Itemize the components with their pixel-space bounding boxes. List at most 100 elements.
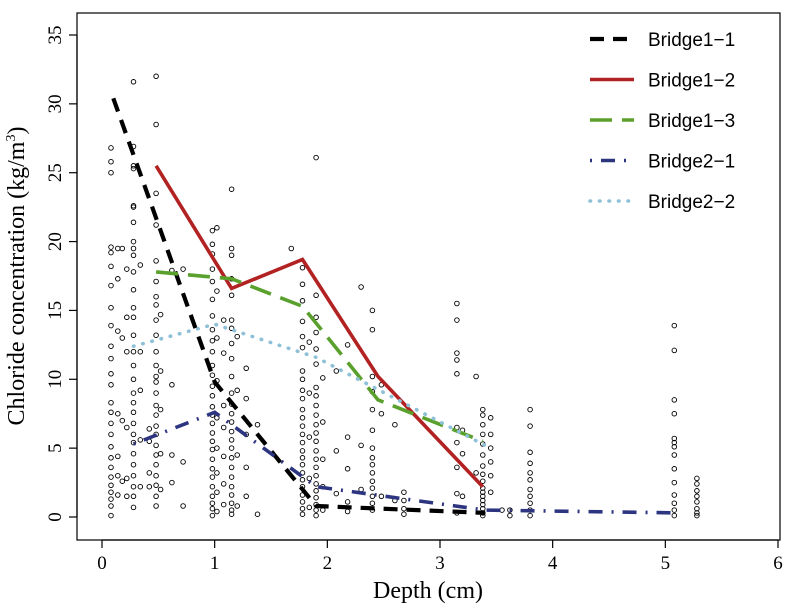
- scatter-point-133: [209, 404, 216, 410]
- scatter-point-68: [130, 203, 137, 209]
- y-tick-label-7: 35: [45, 26, 66, 45]
- scatter-point-355: [671, 435, 678, 442]
- y-axis-title-main: Chloride concentration (kg/m: [4, 141, 30, 425]
- scatter-point-25: [108, 145, 114, 151]
- scatter-point-210: [299, 448, 306, 454]
- scatter-point-27: [115, 472, 121, 479]
- scatter-point-331: [487, 415, 494, 421]
- scatter-point-292: [401, 497, 407, 504]
- scatter-point-109: [157, 450, 164, 457]
- scatter-point-4: [108, 482, 114, 489]
- scatter-point-261: [333, 368, 340, 374]
- scatter-point-246: [313, 393, 319, 399]
- scatter-point-323: [480, 421, 486, 428]
- scatter-point-23: [108, 169, 114, 176]
- scatter-point-40: [124, 348, 130, 355]
- scatter-point-63: [130, 252, 137, 259]
- scatter-point-221: [299, 333, 306, 340]
- scatter-point-124: [209, 483, 216, 490]
- scatter-point-91: [153, 412, 159, 418]
- scatter-point-156: [214, 225, 220, 231]
- scatter-point-290: [401, 511, 407, 517]
- scatter-point-54: [130, 390, 137, 396]
- scatter-point-184: [228, 292, 235, 299]
- scatter-point-213: [299, 423, 306, 429]
- scatter-point-238: [313, 464, 319, 471]
- legend-label-4: Bridge2−1: [648, 152, 735, 173]
- scatter-point-72: [130, 79, 137, 85]
- scatter-point-364: [694, 493, 700, 500]
- y-tick-label-1: 5: [45, 443, 66, 453]
- scatter-point-33: [119, 478, 126, 484]
- scatter-point-202: [299, 505, 306, 512]
- scatter-point-217: [299, 387, 306, 394]
- scatter-point-260: [333, 448, 340, 454]
- legend: Bridge1−1 Bridge1−2 Bridge1−3 Bridge2−1 Brid…: [588, 30, 735, 213]
- scatter-point-188: [228, 186, 235, 192]
- scatter-point-189: [234, 503, 240, 509]
- scatter-point-186: [228, 252, 235, 259]
- scatter-point-171: [228, 455, 235, 461]
- scatter-point-230: [306, 339, 313, 345]
- scatter-point-126: [209, 466, 216, 472]
- scatter-point-222: [299, 318, 306, 325]
- scatter-point-26: [115, 492, 121, 498]
- scatter-point-178: [228, 390, 235, 396]
- scatter-point-101: [153, 293, 159, 300]
- scatter-point-194: [243, 464, 249, 471]
- scatter-point-344: [527, 423, 533, 429]
- scatter-point-0: [108, 512, 114, 519]
- scatter-point-201: [299, 511, 306, 517]
- scatter-point-174: [228, 428, 235, 435]
- series-line-4: [132, 410, 677, 515]
- scatter-point-16: [108, 343, 114, 349]
- scatter-point-85: [153, 472, 159, 479]
- scatter-point-136: [209, 372, 216, 378]
- scatter-point-135: [209, 383, 216, 389]
- scatter-point-90: [153, 423, 159, 429]
- scatter-point-96: [153, 362, 159, 369]
- scatter-point-95: [153, 373, 159, 380]
- scatter-point-339: [527, 486, 533, 493]
- scatter-point-158: [220, 481, 227, 487]
- scatter-point-335: [527, 512, 533, 519]
- scatter-point-41: [124, 314, 130, 321]
- scatter-point-266: [344, 342, 351, 348]
- scatter-point-214: [299, 415, 306, 421]
- scatter-point-65: [130, 238, 137, 245]
- scatter-point-225: [299, 264, 306, 271]
- scatter-point-169: [228, 474, 235, 480]
- scatter-point-360: [694, 512, 700, 519]
- scatter-point-302: [454, 317, 460, 323]
- scatter-point-367: [694, 475, 700, 482]
- scatter-point-250: [313, 329, 319, 336]
- scatter-point-203: [299, 499, 306, 505]
- scatter-point-253: [313, 154, 319, 161]
- scatter-point-17: [108, 322, 114, 329]
- scatter-point-66: [130, 219, 137, 226]
- scatter-point-168: [228, 483, 235, 490]
- scatter-point-100: [153, 302, 159, 308]
- scatter-point-305: [459, 450, 466, 457]
- scatter-point-163: [220, 317, 227, 323]
- scatter-point-165: [228, 507, 235, 513]
- scatter-point-112: [157, 311, 164, 318]
- scatter-point-328: [487, 459, 494, 465]
- scatter-point-283: [369, 326, 376, 333]
- scatter-point-170: [228, 464, 235, 471]
- scatter-point-83: [153, 493, 159, 500]
- scatter-point-357: [671, 397, 678, 403]
- scatter-point-337: [527, 500, 533, 506]
- scatter-point-108: [157, 486, 164, 493]
- scatter-point-176: [228, 410, 235, 417]
- scatter-point-315: [480, 489, 486, 495]
- scatter-point-129: [209, 438, 216, 445]
- series-lines: [111, 97, 677, 515]
- scatter-point-359: [671, 322, 678, 329]
- scatter-point-56: [130, 362, 137, 369]
- scatter-point-181: [228, 340, 235, 347]
- scatter-point-161: [220, 402, 227, 409]
- scatter-point-268: [358, 442, 364, 449]
- scatter-points: [108, 73, 700, 519]
- scatter-point-79: [146, 470, 153, 476]
